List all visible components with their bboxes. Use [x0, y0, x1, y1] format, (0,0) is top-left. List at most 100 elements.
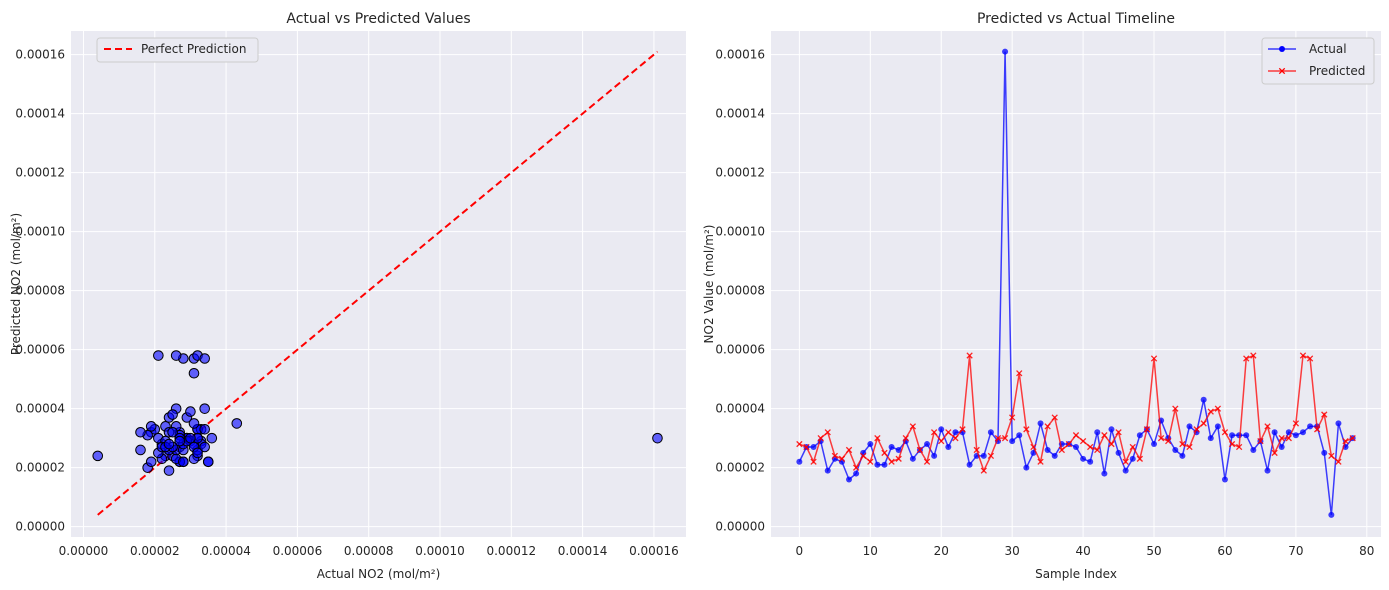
y-tick-label: 0.00002 — [15, 461, 65, 475]
predicted-point — [1101, 432, 1108, 439]
predicted-point — [980, 467, 987, 474]
predicted-point — [1136, 455, 1143, 462]
legend-label-perfect: Perfect Prediction — [141, 42, 246, 56]
scatter-point — [174, 435, 186, 447]
predicted-point — [909, 423, 917, 430]
scatter-point — [202, 456, 214, 468]
scatter-point — [188, 418, 200, 429]
predicted-point — [874, 435, 881, 442]
y-tick-label: 0.00016 — [715, 48, 765, 62]
actual-point — [1151, 441, 1158, 448]
predicted-point — [1200, 420, 1207, 427]
predicted-point — [1094, 446, 1101, 454]
predicted-point — [1044, 423, 1051, 430]
x-tick-label: 40 — [1075, 544, 1090, 558]
predicted-point — [1115, 429, 1122, 436]
actual-point — [867, 441, 874, 448]
actual-point — [1129, 455, 1136, 462]
x-tick-label: 0.00002 — [130, 544, 180, 558]
scatter-point — [206, 432, 218, 444]
predicted-point — [1306, 355, 1314, 362]
predicted-point — [902, 435, 909, 442]
predicted-point — [1030, 443, 1037, 451]
x-axis-label: Sample Index — [1035, 567, 1117, 581]
predicted-point — [1079, 437, 1087, 445]
y-tick-label: 0.00004 — [15, 402, 65, 416]
predicted-point — [1165, 437, 1172, 445]
y-tick-label: 0.00006 — [15, 343, 65, 357]
y-tick-label: 0.00002 — [715, 461, 765, 475]
predicted-point — [867, 458, 874, 465]
x-tick-label: 0.00014 — [558, 544, 608, 558]
predicted-point — [1001, 435, 1009, 442]
predicted-point — [845, 446, 853, 454]
actual-point — [1108, 426, 1115, 433]
actual-point — [1264, 467, 1271, 474]
predicted-point — [1335, 458, 1342, 465]
actual-point — [846, 476, 853, 483]
predicted-point — [1193, 426, 1200, 433]
actual-point — [1122, 467, 1129, 474]
predicted-point — [1143, 426, 1151, 433]
actual-point — [938, 426, 945, 433]
predicted-point — [810, 458, 817, 465]
x-tick-label: 70 — [1288, 544, 1303, 558]
predicted-point — [1087, 443, 1094, 451]
y-tick-labels: 0.00000 0.00002 0.00004 0.00006 0.00008 0.000… — [15, 48, 65, 534]
actual-point — [1207, 435, 1214, 442]
predicted-point — [1122, 458, 1129, 465]
actual-point — [1016, 432, 1023, 439]
actual-point — [810, 444, 817, 451]
predicted-point — [1172, 405, 1179, 412]
actual-point — [1214, 423, 1221, 430]
y-tick-label: 0.00014 — [15, 107, 65, 121]
predicted-point — [1065, 440, 1073, 448]
predicted-point — [1264, 423, 1271, 430]
actual-point — [924, 441, 931, 448]
x-tick-label: 50 — [1146, 544, 1161, 558]
predicted-point — [1221, 429, 1229, 436]
actual-point — [1172, 446, 1179, 453]
actual-point — [888, 444, 895, 451]
predicted-point — [895, 455, 902, 462]
predicted-point — [966, 352, 973, 359]
legend-marker-actual — [1279, 46, 1285, 52]
actual-point — [1229, 432, 1236, 439]
actual-point — [1087, 458, 1094, 465]
y-tick-label: 0.00014 — [715, 107, 765, 121]
scatter-point — [167, 426, 178, 438]
legend-label-predicted: Predicted — [1309, 64, 1365, 78]
predicted-point — [1058, 446, 1065, 454]
predicted-point — [881, 449, 888, 457]
x-tick-label: 0.00000 — [59, 544, 109, 558]
predicted-point — [1214, 405, 1222, 412]
predicted-point — [973, 446, 980, 454]
x-tick-label: 0.00016 — [629, 544, 679, 558]
actual-point — [1073, 444, 1079, 451]
actual-point — [1037, 420, 1044, 427]
predicted-point — [952, 435, 959, 442]
actual-point — [1094, 429, 1101, 436]
actual-point — [1101, 470, 1108, 477]
predicted-point — [1186, 443, 1193, 451]
actual-point — [987, 429, 994, 436]
predicted-point — [1257, 437, 1264, 445]
predicted-point — [930, 429, 938, 436]
y-tick-label: 0.00006 — [715, 343, 765, 357]
predicted-point — [1129, 443, 1136, 451]
x-tick-label: 10 — [863, 544, 878, 558]
predicted-point — [1016, 370, 1023, 377]
predicted-point — [916, 446, 924, 454]
predicted-point — [1292, 420, 1300, 427]
actual-point — [881, 461, 888, 468]
predicted-point — [1023, 426, 1030, 433]
predicted-point — [1179, 440, 1186, 448]
y-tick-labels: 0.00000 0.00002 0.00004 0.00006 0.00008 0.000… — [715, 48, 765, 534]
scatter-point — [185, 432, 196, 444]
actual-point — [1221, 476, 1228, 483]
y-tick-label: 0.00004 — [715, 402, 765, 416]
predicted-point — [1328, 452, 1335, 460]
predicted-point — [1051, 414, 1058, 421]
x-tick-label: 0.00010 — [415, 544, 465, 558]
